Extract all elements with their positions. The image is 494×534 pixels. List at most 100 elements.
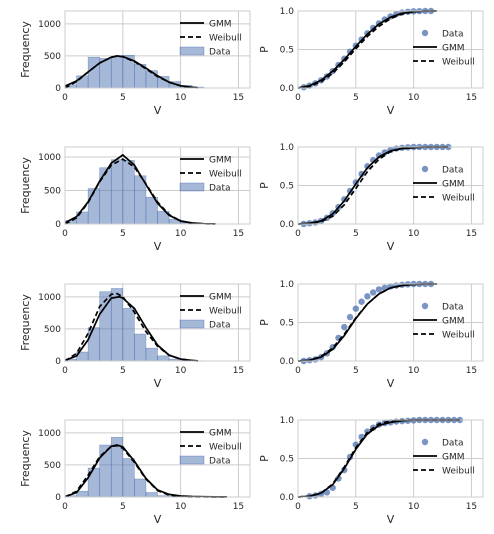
histogram-bar <box>87 327 100 362</box>
x-tick-label: 0 <box>295 93 301 103</box>
legend-data-marker <box>421 302 429 310</box>
legend-label: GMM <box>442 317 465 327</box>
x-tick-label: 0 <box>62 229 68 239</box>
data-point <box>341 323 348 331</box>
x-tick-label: 5 <box>353 366 359 376</box>
cdf-panel-3: 0 5 10 15 0.0 0.5 1.0 V P Data GMM Weibull <box>258 280 484 390</box>
x-axis-label: V <box>154 104 162 117</box>
legend-label: Data <box>209 457 231 467</box>
x-axis-label: V <box>154 240 162 253</box>
legend-label: GMM <box>442 180 465 190</box>
y-axis-label: P <box>258 319 271 326</box>
x-tick-label: 10 <box>175 93 187 103</box>
legend-label: GMM <box>442 44 465 54</box>
axes-frame <box>64 146 251 225</box>
data-point <box>364 163 371 170</box>
legend: Data GMM Weibull <box>413 166 475 204</box>
x-tick-label: 15 <box>233 229 244 239</box>
legend: Data GMM Weibull <box>413 303 475 341</box>
histogram-panel-4: 0 5 10 15 0 500 1000 V Frequency GMM Weibull Data <box>19 419 251 526</box>
x-axis-label: V <box>387 240 395 253</box>
legend-label: Data <box>209 321 231 331</box>
x-tick-label: 5 <box>120 502 126 512</box>
x-tick-label: 0 <box>295 366 301 376</box>
legend-data-patch <box>179 182 205 192</box>
y-tick-label: 0.5 <box>280 319 294 329</box>
histogram-panel-1: 0 5 10 15 0 500 1000 V Frequency GMM Weibull Data <box>19 10 251 117</box>
x-tick-label: 10 <box>408 502 420 512</box>
y-tick-label: 0 <box>55 357 61 367</box>
y-tick-label: 0.5 <box>280 455 294 465</box>
histogram-bar <box>145 347 158 362</box>
legend-label: Data <box>442 166 464 176</box>
legend: GMM Weibull Data <box>179 20 242 58</box>
x-tick-label: 0 <box>295 229 301 239</box>
weibull-line <box>64 55 199 89</box>
legend-data-patch <box>179 319 205 329</box>
histogram-panel-2: 0 5 10 15 0 500 1000 V Frequency GMM Weibull Data <box>19 146 251 253</box>
legend-label: Data <box>209 184 231 194</box>
x-axis-label: V <box>387 377 395 390</box>
histogram-bar <box>145 492 158 498</box>
x-tick-label: 10 <box>408 229 420 239</box>
histogram-bar <box>134 333 147 362</box>
y-tick-label: 500 <box>44 52 61 62</box>
x-tick-label: 0 <box>62 366 68 376</box>
legend-label: GMM <box>209 156 232 166</box>
x-axis-label: V <box>154 377 162 390</box>
legend: Data GMM Weibull <box>413 439 475 477</box>
legend-label: GMM <box>209 429 232 439</box>
x-tick-label: 5 <box>120 229 126 239</box>
y-tick-label: 0.5 <box>280 46 294 56</box>
x-axis-label: V <box>387 513 395 526</box>
data-point <box>364 293 371 300</box>
legend: GMM Weibull Data <box>179 429 242 467</box>
data-point <box>375 286 383 293</box>
y-axis-label: P <box>258 182 271 189</box>
y-tick-label: 0.0 <box>280 220 295 230</box>
legend-data-patch <box>179 455 205 465</box>
histogram-bar <box>122 458 135 498</box>
legend-label: Weibull <box>209 170 242 180</box>
x-tick-label: 5 <box>353 93 359 103</box>
legend-label: Data <box>209 48 231 58</box>
y-tick-label: 1.0 <box>280 416 295 426</box>
y-tick-label: 1000 <box>38 153 61 163</box>
gmm-line <box>297 10 437 89</box>
histogram-bar <box>76 490 89 498</box>
axes-frame <box>64 10 251 89</box>
histogram-bar <box>87 56 100 89</box>
x-tick-label: 15 <box>466 93 477 103</box>
histogram-bar <box>110 159 124 225</box>
y-tick-label: 500 <box>44 187 61 197</box>
data-point <box>346 313 354 321</box>
histogram-bar <box>110 56 124 89</box>
legend: GMM Weibull Data <box>179 156 242 194</box>
y-axis-label: Frequency <box>19 430 32 487</box>
legend-label: Data <box>442 303 464 313</box>
legend-label: Weibull <box>442 194 475 204</box>
y-tick-label: 1.0 <box>280 280 295 290</box>
x-tick-label: 5 <box>353 502 359 512</box>
y-tick-label: 500 <box>44 461 61 471</box>
x-tick-label: 10 <box>175 229 187 239</box>
legend-data-patch <box>179 46 205 56</box>
y-axis-label: Frequency <box>19 157 32 214</box>
axes-frame <box>64 419 251 498</box>
x-tick-label: 0 <box>62 502 68 512</box>
data-point <box>358 298 365 305</box>
y-tick-label: 1000 <box>38 429 61 439</box>
y-axis-label: P <box>258 455 271 462</box>
y-axis-label: Frequency <box>19 294 32 351</box>
x-tick-label: 5 <box>120 93 126 103</box>
y-tick-label: 0 <box>55 220 61 230</box>
histogram-bar <box>134 478 147 498</box>
y-axis-label: Frequency <box>19 21 32 78</box>
data-point <box>369 289 377 296</box>
axes-frame <box>64 283 251 362</box>
legend-data-marker <box>421 165 429 173</box>
x-tick-label: 15 <box>233 93 244 103</box>
legend-label: Weibull <box>209 307 242 317</box>
x-tick-label: 0 <box>295 502 301 512</box>
weibull-line <box>297 10 437 89</box>
